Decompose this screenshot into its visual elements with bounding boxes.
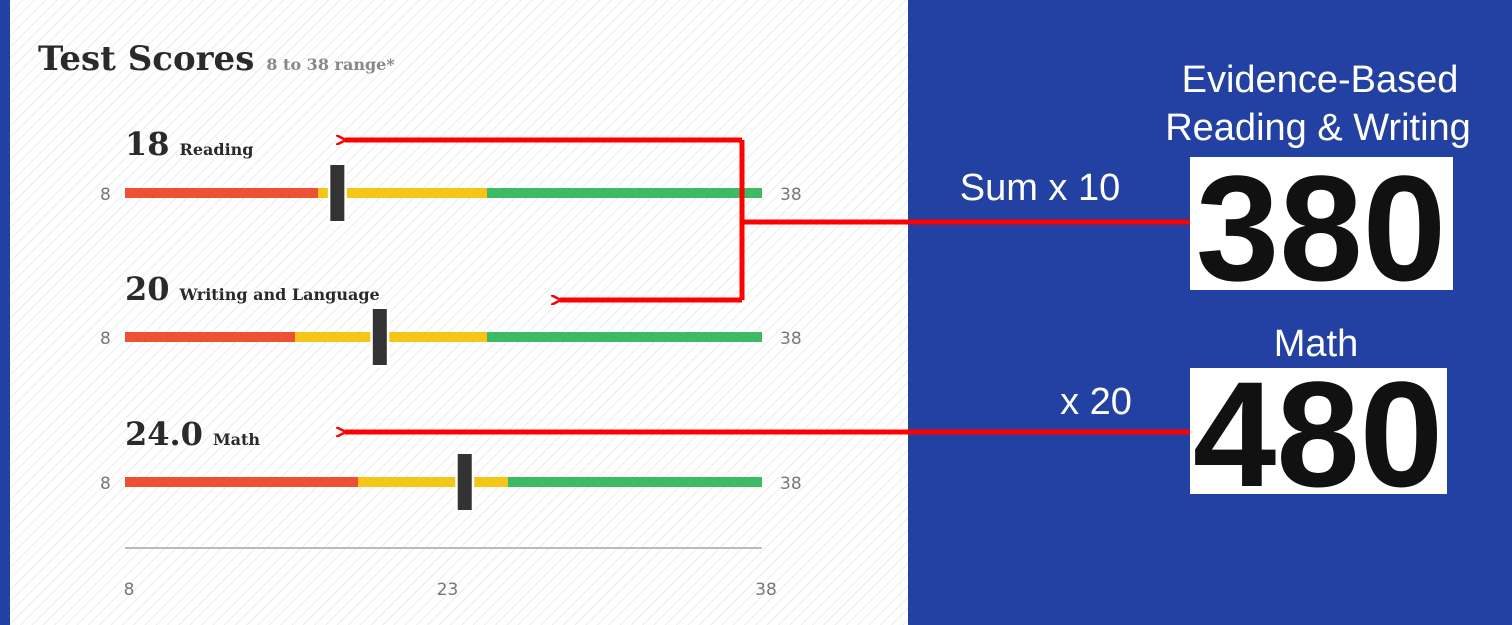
range-max: 38 — [780, 329, 802, 349]
section-score: 380 — [1196, 144, 1446, 312]
band-yellow — [295, 332, 487, 342]
section-label: Reading & Writing — [1165, 107, 1471, 149]
band-red — [125, 332, 295, 342]
axis-tick-label: 23 — [437, 580, 459, 600]
range-max: 38 — [780, 185, 802, 205]
axis-tick-label: 8 — [124, 580, 135, 600]
range-min: 8 — [100, 329, 111, 349]
band-green — [487, 332, 762, 342]
arrows — [345, 140, 1190, 432]
subject-label: Writing and Language — [179, 285, 380, 304]
score-box — [1190, 368, 1447, 494]
band-red — [125, 477, 358, 487]
band-green — [508, 477, 762, 487]
operation-label: x 20 — [1060, 381, 1132, 423]
subject-label: Math — [213, 430, 260, 449]
score-marker — [455, 451, 475, 513]
range-max: 38 — [780, 474, 802, 494]
range-min: 8 — [100, 474, 111, 494]
axis-tick-label: 38 — [755, 580, 777, 600]
range-min: 8 — [100, 185, 111, 205]
score-value: 24.0 — [125, 415, 203, 453]
band-yellow — [358, 477, 508, 487]
panel-subtitle: 8 to 38 range* — [266, 55, 395, 74]
band-green — [487, 188, 762, 198]
score-marker — [327, 162, 347, 224]
band-yellow — [318, 188, 487, 198]
score-panel — [10, 0, 908, 625]
score-value: 20 — [125, 270, 170, 308]
section-label: Math — [1274, 323, 1358, 365]
section-score: 480 — [1193, 350, 1443, 518]
score-marker — [370, 306, 390, 368]
operation-label: Sum x 10 — [960, 167, 1121, 209]
subject-label: Reading — [180, 140, 254, 159]
panel-title: Test Scores — [38, 39, 254, 79]
score-box — [1190, 157, 1453, 290]
band-red — [125, 188, 318, 198]
score-value: 18 — [125, 125, 170, 163]
section-label: Evidence-Based — [1182, 59, 1459, 101]
